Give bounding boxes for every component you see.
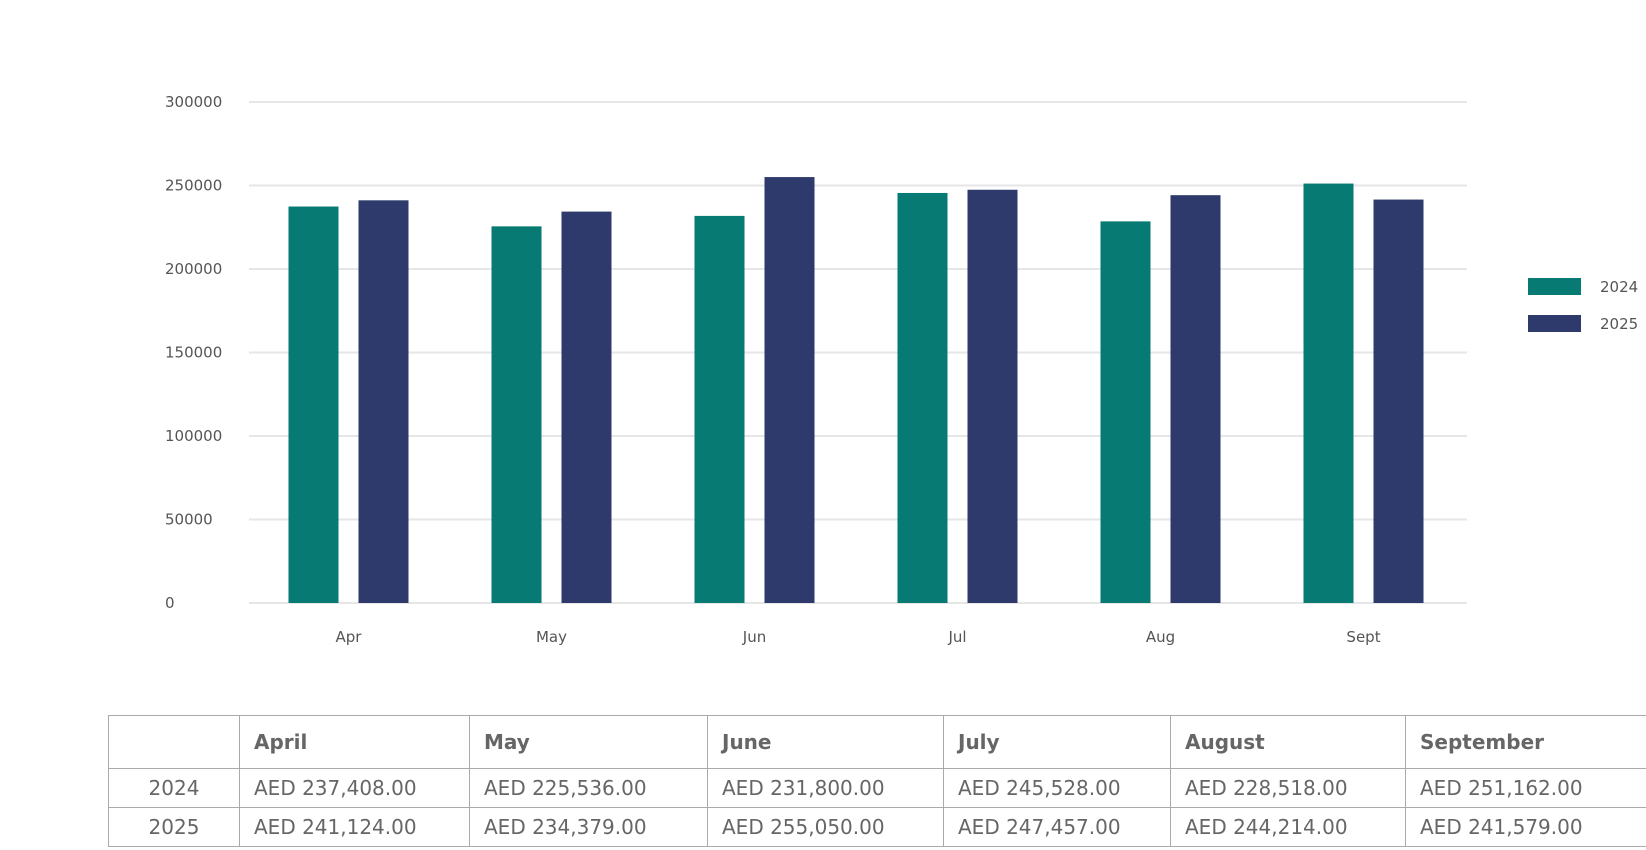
- value-cell: AED 245,528.00: [943, 768, 1171, 808]
- year-cell: 2025: [108, 807, 240, 847]
- x-tick-label: Jun: [742, 628, 766, 646]
- legend-swatch-2024: [1528, 278, 1581, 295]
- y-tick-label: 50000: [165, 511, 213, 529]
- header-cell: July: [943, 715, 1171, 769]
- bar-2024-Apr: [288, 206, 339, 604]
- bar-2025-Jun: [764, 177, 815, 603]
- y-tick-label: 0: [165, 594, 175, 612]
- x-tick-label: Sept: [1346, 628, 1380, 646]
- value-cell: AED 251,162.00: [1405, 768, 1646, 808]
- y-tick-label: 150000: [165, 344, 222, 362]
- data-table: April May June July August September 202…: [108, 715, 1646, 847]
- header-cell: May: [469, 715, 708, 769]
- y-tick-label: 250000: [165, 177, 222, 195]
- value-cell: AED 255,050.00: [707, 807, 944, 847]
- header-cell: September: [1405, 715, 1646, 769]
- bar-2024-Aug: [1100, 221, 1151, 603]
- bar-2025-Aug: [1170, 195, 1221, 604]
- x-tick-label: Aug: [1146, 628, 1175, 646]
- legend-label: 2024: [1600, 278, 1638, 296]
- value-cell: AED 237,408.00: [239, 768, 470, 808]
- legend-swatch-2025: [1528, 315, 1581, 332]
- value-cell: AED 231,800.00: [707, 768, 944, 808]
- bar-2025-Jul: [967, 189, 1018, 603]
- y-tick-label: 300000: [165, 93, 222, 111]
- header-cell: June: [707, 715, 944, 769]
- y-tick-label: 200000: [165, 260, 222, 278]
- table-row: 2024 AED 237,408.00 AED 225,536.00 AED 2…: [108, 768, 1646, 808]
- y-tick-label: 100000: [165, 427, 222, 445]
- value-cell: AED 247,457.00: [943, 807, 1171, 847]
- bar-2025-Sept: [1373, 199, 1424, 604]
- bar-2025-Apr: [358, 200, 409, 603]
- value-cell: AED 225,536.00: [469, 768, 708, 808]
- x-tick-label: Apr: [336, 628, 363, 646]
- x-tick-label: May: [536, 628, 567, 646]
- value-cell: AED 244,214.00: [1170, 807, 1406, 847]
- bar-2024-Jul: [897, 192, 948, 603]
- year-cell: 2024: [108, 768, 240, 808]
- table-row: 2025 AED 241,124.00 AED 234,379.00 AED 2…: [108, 807, 1646, 847]
- x-tick-label: Jul: [947, 628, 966, 646]
- table-header-row: April May June July August September: [108, 715, 1646, 769]
- value-cell: AED 241,124.00: [239, 807, 470, 847]
- header-cell: April: [239, 715, 470, 769]
- value-cell: AED 234,379.00: [469, 807, 708, 847]
- legend-label: 2025: [1600, 315, 1638, 333]
- bar-chart: 0 50000 100000 150000 200000 250000 300000 Apr M…: [165, 93, 1638, 646]
- bar-2025-May: [561, 211, 612, 603]
- bar-2024-May: [491, 226, 542, 604]
- header-cell: [108, 715, 240, 769]
- header-cell: August: [1170, 715, 1406, 769]
- value-cell: AED 241,579.00: [1405, 807, 1646, 847]
- value-cell: AED 228,518.00: [1170, 768, 1406, 808]
- bar-2024-Jun: [694, 215, 745, 604]
- bar-2024-Sept: [1303, 183, 1354, 604]
